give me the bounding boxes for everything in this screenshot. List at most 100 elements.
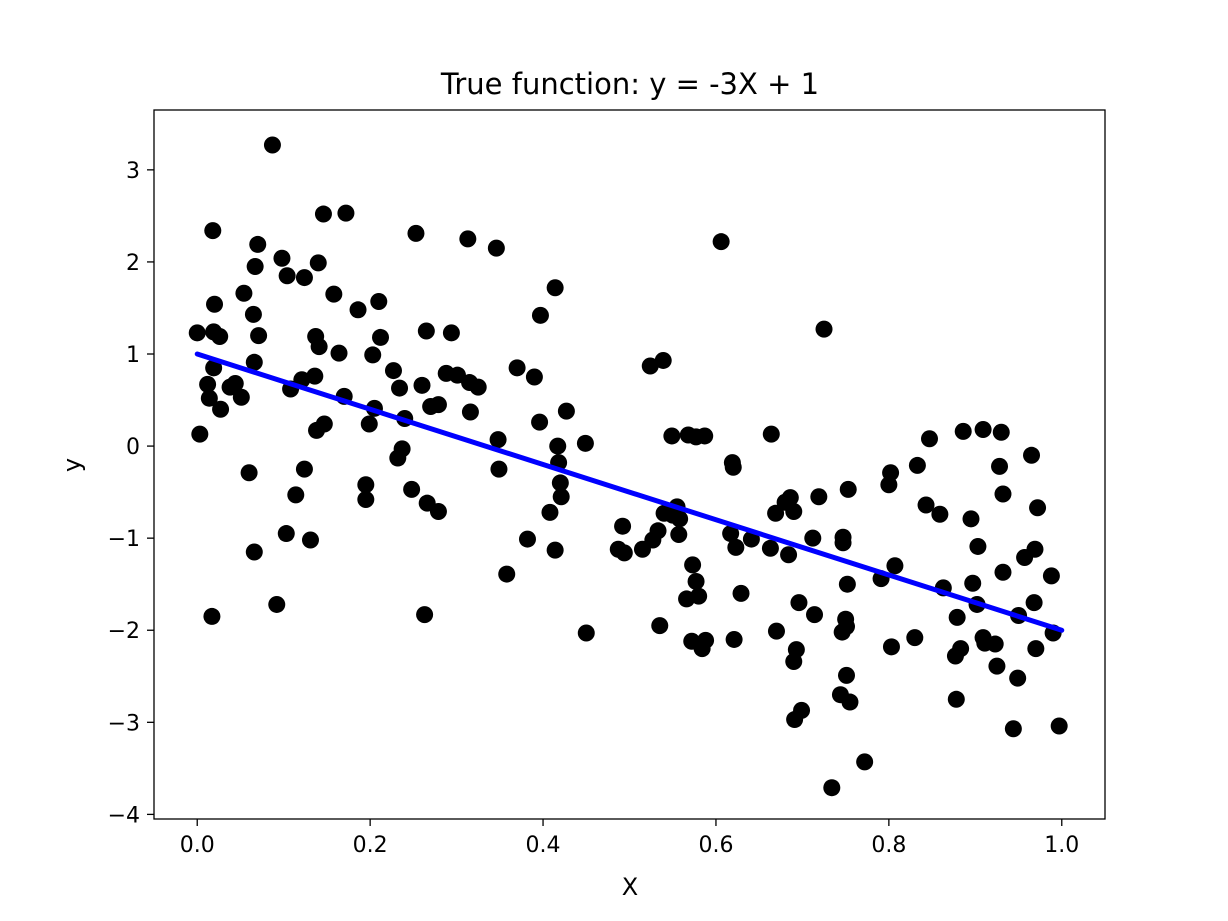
data-point bbox=[651, 617, 669, 635]
data-point bbox=[469, 378, 487, 396]
data-point bbox=[461, 403, 479, 421]
data-point bbox=[725, 630, 743, 648]
data-point bbox=[188, 324, 206, 342]
data-point bbox=[670, 525, 688, 543]
data-point bbox=[273, 249, 291, 267]
x-axis-label: X bbox=[622, 873, 638, 901]
data-point bbox=[988, 657, 1006, 675]
data-point bbox=[250, 327, 268, 345]
data-point bbox=[364, 346, 382, 364]
data-point bbox=[508, 359, 526, 377]
data-point bbox=[1023, 446, 1041, 464]
data-point bbox=[199, 375, 217, 393]
data-point bbox=[974, 421, 992, 439]
data-point bbox=[785, 502, 803, 520]
y-tick-label: −4 bbox=[108, 803, 140, 828]
data-point bbox=[525, 368, 543, 386]
data-point bbox=[780, 546, 798, 564]
data-point bbox=[301, 531, 319, 549]
data-point bbox=[838, 666, 856, 684]
data-point bbox=[697, 631, 715, 649]
data-point bbox=[429, 502, 447, 520]
data-point bbox=[203, 607, 221, 625]
data-point bbox=[962, 510, 980, 528]
data-point bbox=[767, 622, 785, 640]
data-point bbox=[781, 489, 799, 507]
data-point bbox=[232, 388, 250, 406]
x-tick-label: 0.6 bbox=[698, 833, 733, 858]
data-point bbox=[1042, 567, 1060, 585]
y-tick-label: 2 bbox=[126, 251, 140, 276]
data-point bbox=[518, 530, 536, 548]
y-tick-label: 1 bbox=[126, 343, 140, 368]
data-point bbox=[920, 430, 938, 448]
x-tick-label: 1.0 bbox=[1044, 833, 1079, 858]
x-tick-label: 0.4 bbox=[526, 833, 561, 858]
data-point bbox=[641, 357, 659, 375]
data-point bbox=[823, 779, 841, 797]
data-point bbox=[546, 541, 564, 559]
data-point bbox=[403, 480, 421, 498]
data-point bbox=[908, 456, 926, 474]
data-point bbox=[314, 205, 332, 223]
chart-title: True function: y = -3X + 1 bbox=[440, 67, 819, 101]
data-point bbox=[1025, 594, 1043, 612]
data-point bbox=[969, 537, 987, 555]
data-point bbox=[498, 565, 516, 583]
data-point bbox=[315, 415, 333, 433]
data-point bbox=[577, 624, 595, 642]
data-point bbox=[1027, 640, 1045, 658]
data-point bbox=[357, 490, 375, 508]
y-axis-ticks: 3 2 1 0 −1 −2 −3 −4 bbox=[108, 159, 154, 828]
data-point bbox=[931, 505, 949, 523]
data-point bbox=[793, 701, 811, 719]
x-axis-ticks: 0.0 0.2 0.4 0.6 0.8 1.0 bbox=[180, 819, 1079, 858]
data-point bbox=[245, 543, 263, 561]
data-point bbox=[838, 618, 856, 636]
data-point bbox=[762, 425, 780, 443]
data-point bbox=[393, 440, 411, 458]
data-point bbox=[727, 538, 745, 556]
data-point bbox=[886, 557, 904, 575]
data-point bbox=[309, 254, 327, 272]
data-point bbox=[413, 376, 431, 394]
data-point bbox=[724, 458, 742, 476]
data-point bbox=[815, 320, 833, 338]
data-point bbox=[357, 476, 375, 494]
data-point bbox=[546, 279, 564, 297]
data-point bbox=[263, 136, 281, 154]
data-point bbox=[882, 638, 900, 656]
data-point bbox=[964, 574, 982, 592]
data-point bbox=[531, 306, 549, 324]
y-tick-label: −3 bbox=[108, 711, 140, 736]
data-point bbox=[416, 606, 434, 624]
scatter-points bbox=[188, 136, 1068, 797]
y-axis-label: y bbox=[58, 458, 86, 472]
data-point bbox=[541, 503, 559, 521]
x-tick-label: 0.0 bbox=[180, 833, 215, 858]
y-tick-label: −2 bbox=[108, 619, 140, 644]
data-point bbox=[882, 464, 900, 482]
data-point bbox=[306, 367, 324, 385]
y-tick-label: 3 bbox=[126, 159, 140, 184]
data-point bbox=[278, 267, 296, 285]
data-point bbox=[490, 460, 508, 478]
data-point bbox=[649, 522, 667, 540]
data-point bbox=[226, 374, 244, 392]
data-point bbox=[235, 284, 253, 302]
data-point bbox=[663, 427, 681, 445]
data-point bbox=[330, 344, 348, 362]
data-point bbox=[325, 285, 343, 303]
data-point bbox=[557, 402, 575, 420]
data-point bbox=[417, 322, 435, 340]
data-point bbox=[549, 437, 567, 455]
data-point bbox=[310, 338, 328, 356]
data-point bbox=[552, 488, 570, 506]
data-point bbox=[205, 359, 223, 377]
data-point bbox=[1050, 717, 1068, 735]
data-point bbox=[712, 233, 730, 251]
data-point bbox=[277, 525, 295, 543]
data-point bbox=[531, 413, 549, 431]
data-point bbox=[337, 204, 355, 222]
data-point bbox=[690, 587, 708, 605]
